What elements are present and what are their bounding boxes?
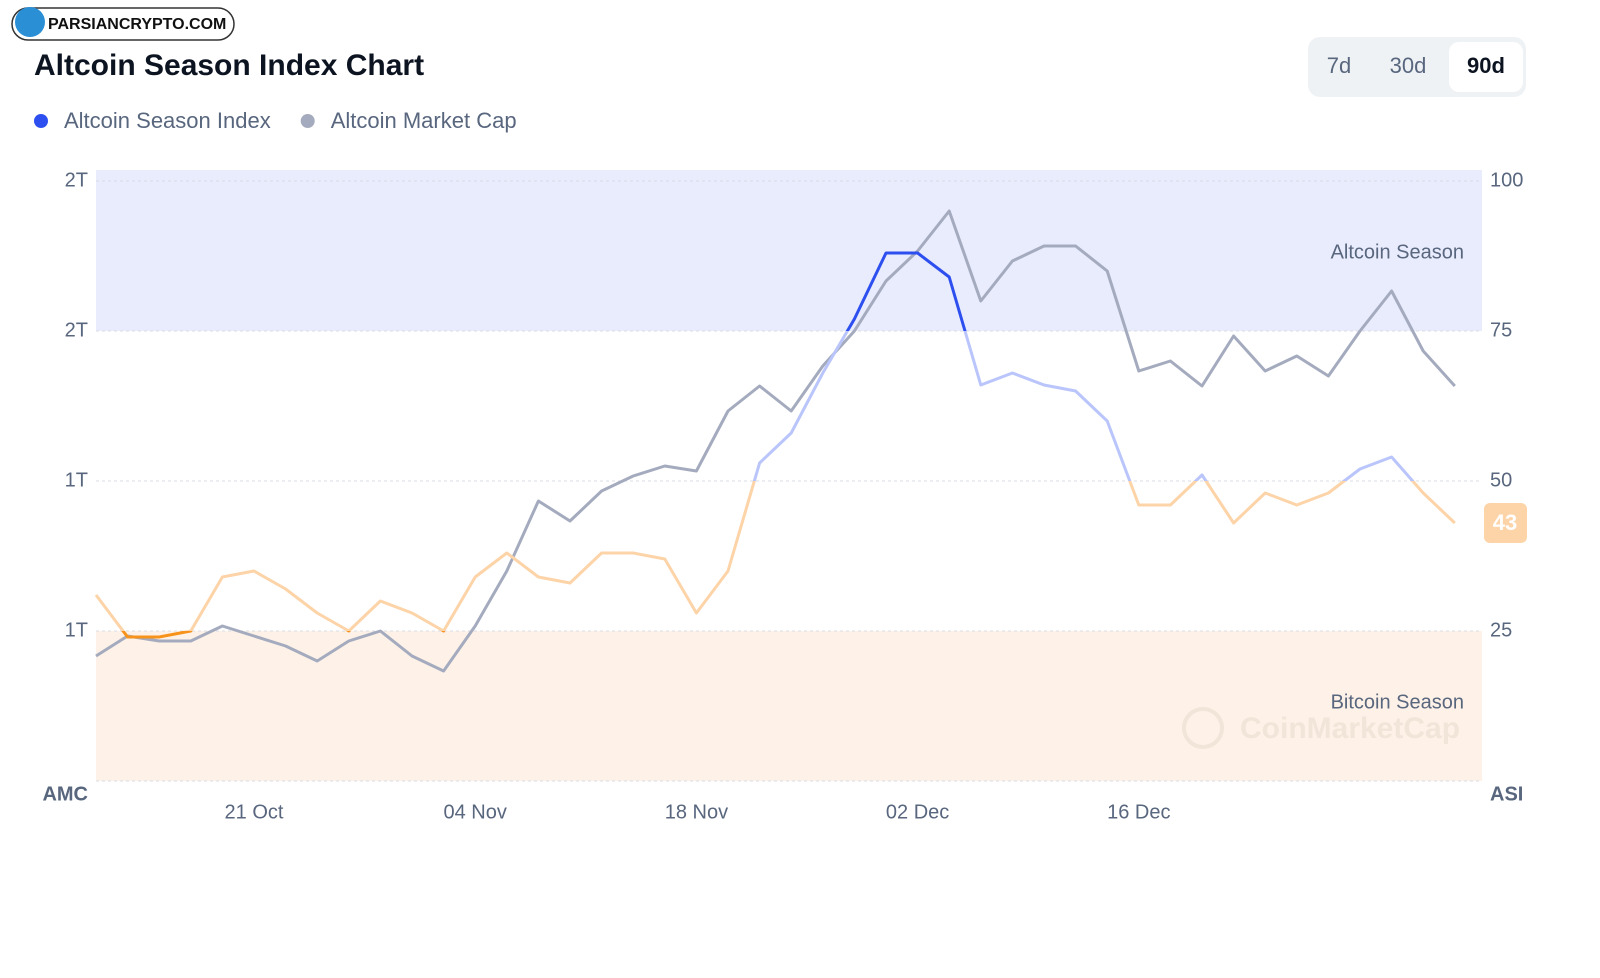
x-tick-label: 02 Dec <box>886 801 949 823</box>
value-badge <box>1484 503 1527 543</box>
legend-label: Altcoin Market Cap <box>331 108 517 133</box>
zone <box>96 170 1482 331</box>
range-button[interactable]: 30d <box>1390 53 1427 78</box>
y2-tick-label: 75 <box>1490 319 1512 341</box>
x-tick-label: 18 Nov <box>665 801 728 823</box>
y-axis-label: AMC <box>42 783 88 805</box>
watermark-icon <box>15 7 45 37</box>
range-button[interactable]: 90d <box>1467 53 1505 78</box>
chart-title: Altcoin Season Index Chart <box>34 49 424 82</box>
zone-label: Altcoin Season <box>1331 241 1464 263</box>
x-tick-label: 21 Oct <box>225 801 284 823</box>
y-tick-label: 1T <box>65 619 88 641</box>
y2-axis-label: ASI <box>1490 783 1523 805</box>
watermark: PARSIANCRYPTO.COM <box>48 16 226 33</box>
brand-watermark: CoinMarketCap <box>1240 712 1460 745</box>
x-tick-label: 04 Nov <box>444 801 507 823</box>
y-tick-label: 1T <box>65 469 88 491</box>
y2-tick-label: 25 <box>1490 619 1512 641</box>
x-tick-label: 16 Dec <box>1107 801 1170 823</box>
y-tick-label: 2T <box>65 319 88 341</box>
watermark-badge <box>11 7 235 41</box>
y-tick-label: 2T <box>65 169 88 191</box>
series-line <box>94 251 1456 639</box>
value-badge-label: 43 <box>1493 510 1517 535</box>
series-line <box>95 209 1456 673</box>
legend-dot <box>34 114 48 128</box>
range-button[interactable]: 7d <box>1327 53 1351 78</box>
y2-tick-label: 100 <box>1490 169 1523 191</box>
zone-label: Bitcoin Season <box>1331 691 1464 713</box>
range-button-active <box>1449 42 1523 92</box>
y2-tick-label: 50 <box>1490 469 1512 491</box>
legend-dot <box>300 114 315 128</box>
legend-label: Altcoin Season Index <box>64 108 271 133</box>
brand-logo <box>1182 707 1224 749</box>
